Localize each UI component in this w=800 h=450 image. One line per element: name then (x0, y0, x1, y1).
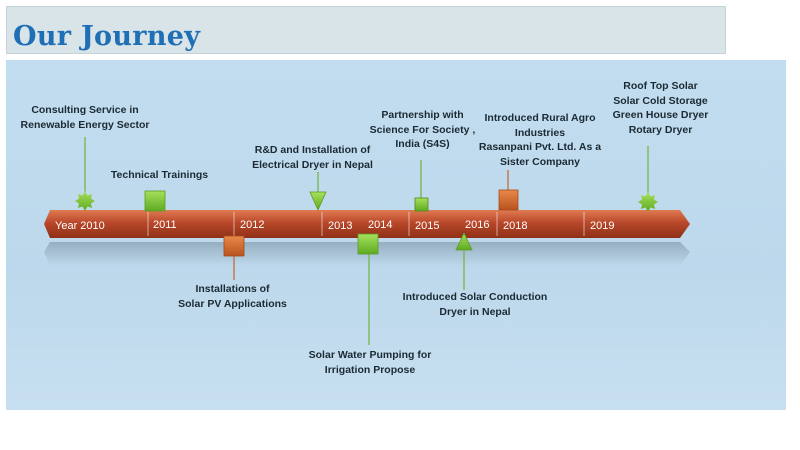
event-rural-agro: Introduced Rural Agro Industries Rasanpani… (478, 112, 602, 168)
event-consulting: Consulting Service in Renewable Energy Se… (20, 104, 150, 131)
event-water-pumping: Solar Water Pumping for Irrigation Propos… (308, 349, 432, 376)
square-marker-2015 (414, 197, 429, 212)
year-label: 2012 (240, 219, 264, 231)
event-partnership: Partnership with Science For Society , Ind… (369, 109, 476, 150)
triangle-marker-2016 (455, 232, 473, 251)
year-label: 2019 (590, 220, 614, 232)
event-solar-conduction: Introduced Solar Conduction Dryer in Nepa… (402, 291, 548, 318)
event-roof-top: Roof Top Solar Solar Cold Storage Green Ho… (612, 80, 709, 136)
year-label: 2018 (503, 220, 527, 232)
orange-square-marker-2018 (498, 189, 519, 211)
year-label: 2013 (328, 220, 352, 232)
event-technical-trainings: Technical Trainings (110, 169, 209, 181)
triangle-marker-2013 (309, 191, 327, 211)
page-title: Our Journey (13, 21, 201, 52)
year-label: 2014 (368, 219, 392, 231)
year-label: 2011 (153, 219, 177, 231)
starburst-marker-2010 (75, 191, 95, 211)
starburst-marker-2019 (638, 192, 658, 212)
square-marker-2014 (357, 233, 379, 255)
year-label: 2016 (465, 219, 489, 231)
square-marker-2011 (144, 190, 166, 212)
year-label: Year 2010 (55, 220, 105, 232)
year-label: 2015 (415, 220, 439, 232)
event-rd-dryer: R&D and Installation of Electrical Dryer … (252, 144, 373, 171)
event-solar-pv: Installations of Solar PV Applications (178, 283, 287, 310)
orange-square-marker-2012 (223, 235, 245, 257)
timeline-arrow (44, 210, 690, 238)
title-bar: Our Journey (6, 6, 726, 54)
